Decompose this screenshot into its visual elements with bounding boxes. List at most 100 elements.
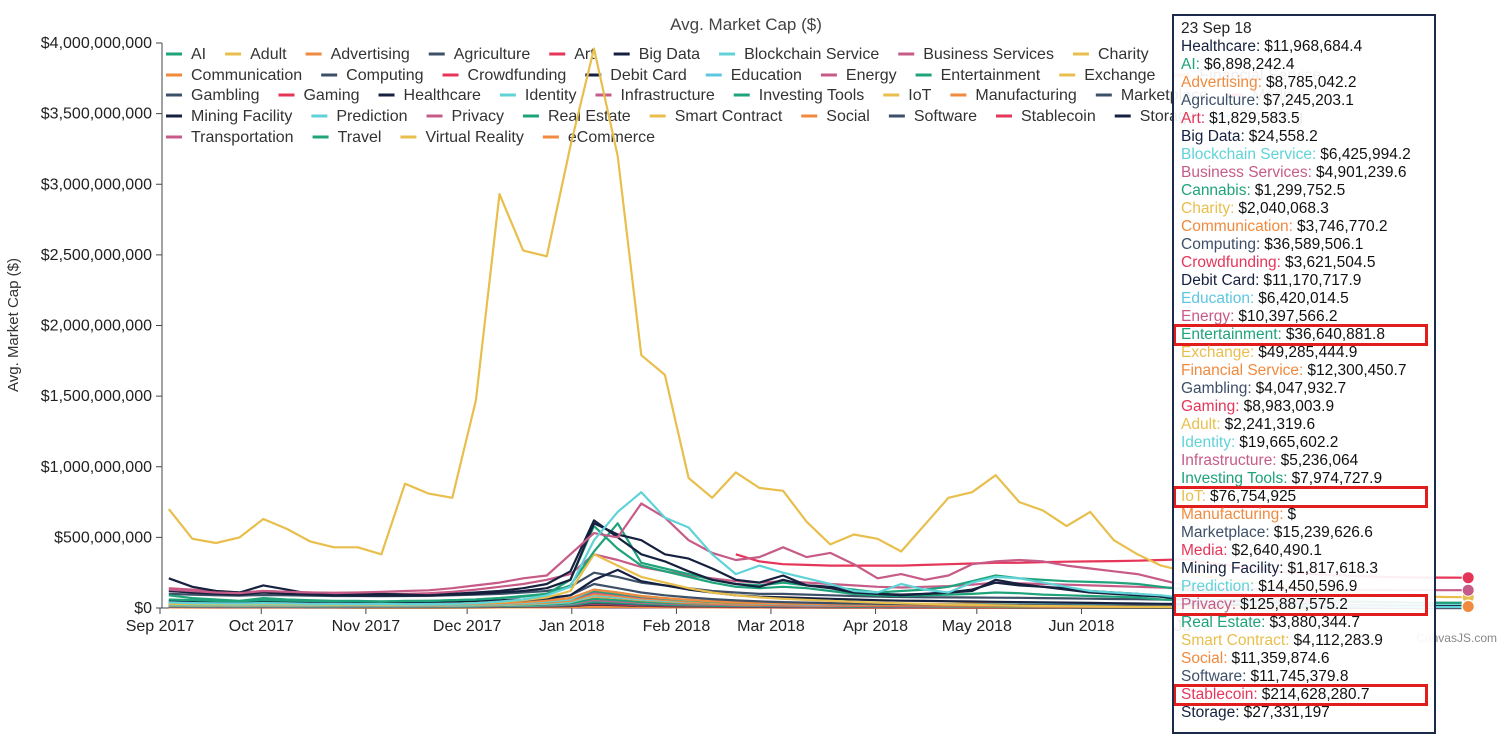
legend-item-business-services[interactable]: Business Services [898, 46, 1054, 63]
tooltip-row-marketplace: Marketplace: $15,239,626.6 [1181, 524, 1434, 542]
end-marker-stablecoin [1461, 571, 1475, 585]
legend-item-iot[interactable]: IoT [883, 87, 932, 104]
legend-item-entertainment[interactable]: Entertainment [915, 67, 1041, 84]
tooltip-series-name: Big Data: [1181, 128, 1245, 145]
tooltip-series-name: Entertainment: [1181, 326, 1282, 343]
legend-label: Education [731, 67, 802, 84]
tooltip-row-entertainment: Entertainment: $36,640,881.8 [1174, 324, 1428, 346]
tooltip-series-value: $2,640,490.1 [1231, 542, 1323, 559]
tooltip-series-name: Social: [1181, 650, 1228, 667]
tooltip-row-manufacturing: Manufacturing: $ [1181, 506, 1434, 524]
x-tick-label: Jun 2018 [1049, 618, 1115, 635]
legend-item-software[interactable]: Software [888, 108, 977, 125]
legend-item-investing-tools[interactable]: Investing Tools [733, 87, 865, 104]
legend-item-stablecoin[interactable]: Stablecoin [996, 108, 1096, 125]
tooltip-series-name: Real Estate: [1181, 614, 1266, 631]
tooltip-series-name: Marketplace: [1181, 524, 1270, 541]
legend-item-big-data[interactable]: Big Data [613, 46, 700, 63]
tooltip-series-value: $4,112,283.9 [1293, 632, 1383, 649]
legend-label: Manufacturing [975, 87, 1076, 104]
legend-label: Entertainment [941, 67, 1041, 84]
legend-item-art[interactable]: Art [549, 46, 595, 63]
tooltip-row-stablecoin: Stablecoin: $214,628,280.7 [1174, 684, 1428, 706]
legend-item-adult[interactable]: Adult [225, 46, 287, 63]
legend-item-gambling[interactable]: Gambling [166, 87, 259, 104]
legend-label: Infrastructure [620, 87, 714, 104]
tooltip-series-name: Computing: [1181, 236, 1261, 253]
tooltip-series-value: $12,300,450.7 [1307, 362, 1407, 379]
tooltip-series-name: Storage: [1181, 704, 1240, 721]
tooltip-series-value: $7,245,203.1 [1263, 92, 1354, 109]
legend-item-healthcare[interactable]: Healthcare [378, 87, 481, 104]
tooltip-series-name: Mining Facility: [1181, 560, 1284, 577]
x-tick-label: Sep 2017 [126, 618, 195, 635]
tooltip-date: 23 Sep 18 [1181, 20, 1252, 37]
legend-item-energy[interactable]: Energy [820, 67, 897, 84]
tooltip-series-value: $125,887,575.2 [1240, 596, 1348, 613]
tooltip-row-advertising: Advertising: $8,785,042.2 [1181, 74, 1434, 92]
tooltip-series-value: $27,331,197 [1243, 704, 1330, 721]
legend-item-ai[interactable]: AI [166, 46, 206, 63]
legend-item-computing[interactable]: Computing [321, 67, 424, 84]
tooltip-series-name: Exchange: [1181, 344, 1255, 361]
tooltip-series-value: $11,359,874.6 [1231, 650, 1330, 667]
tooltip-series-name: Manufacturing: [1181, 506, 1284, 523]
tooltip-series-name: Crowdfunding: [1181, 254, 1281, 271]
legend-item-education[interactable]: Education [705, 67, 802, 84]
legend-item-transportation[interactable]: Transportation [166, 129, 294, 146]
tooltip-series-value: $3,746,770.2 [1297, 218, 1388, 235]
x-tick-label: Dec 2017 [433, 618, 502, 635]
legend-item-advertising[interactable]: Advertising [305, 46, 410, 63]
x-axis: Sep 2017 Oct 2017 Nov 2017 Dec 2017 Jan 2018… [126, 607, 1475, 635]
tooltip-series-name: Cannabis: [1181, 182, 1251, 199]
legend-label: Virtual Reality [425, 129, 523, 146]
legend-item-exchange[interactable]: Exchange [1059, 67, 1156, 84]
tooltip-series-value: $4,047,932.7 [1255, 380, 1347, 397]
legend-label: Prediction [336, 108, 407, 125]
tooltip-series-name: Prediction: [1181, 578, 1255, 595]
legend-item-gaming[interactable]: Gaming [278, 87, 360, 104]
legend-item-virtual-reality[interactable]: Virtual Reality [400, 129, 524, 146]
tooltip-series-name: Financial Service: [1181, 362, 1304, 379]
tooltip-series-value: $49,285,444.9 [1258, 344, 1358, 361]
tooltip-row-agriculture: Agriculture: $7,245,203.1 [1181, 92, 1434, 110]
tooltip-series-value: $7,974,727.9 [1291, 470, 1383, 487]
tooltip-series-value: $5,236,064 [1280, 452, 1359, 469]
legend-item-social[interactable]: Social [801, 108, 870, 125]
legend-item-manufacturing[interactable]: Manufacturing [950, 87, 1077, 104]
legend-item-crowdfunding[interactable]: Crowdfunding [442, 67, 567, 84]
legend-item-privacy[interactable]: Privacy [426, 108, 504, 125]
tooltip-row-exchange: Exchange: $49,285,444.9 [1181, 344, 1434, 362]
legend-item-ecommerce[interactable]: eCommerce [542, 129, 655, 146]
x-tick-label: Feb 2018 [643, 618, 711, 635]
legend-item-prediction[interactable]: Prediction [311, 108, 408, 125]
tooltip-series-value: $6,425,994.2 [1320, 146, 1411, 163]
legend-item-infrastructure[interactable]: Infrastructure [595, 87, 715, 104]
tooltip-series-value: $76,754,925 [1209, 488, 1297, 505]
tooltip-series-value: $1,299,752.5 [1254, 182, 1346, 199]
legend-item-charity[interactable]: Charity [1072, 46, 1149, 63]
tooltip-row-iot: IoT: $76,754,925 [1174, 486, 1428, 508]
tooltip-row-adult: Adult: $2,241,319.6 [1181, 416, 1434, 434]
legend-item-agriculture[interactable]: Agriculture [428, 46, 531, 63]
y-tick-label: $3,500,000,000 [41, 106, 152, 123]
legend-item-travel[interactable]: Travel [312, 129, 382, 146]
tooltip-row-investing-tools: Investing Tools: $7,974,727.9 [1181, 470, 1434, 488]
x-tick-label: Jan 2018 [539, 618, 605, 635]
tooltip-row-identity: Identity: $19,665,602.2 [1181, 434, 1434, 452]
legend-label: Gambling [191, 87, 259, 104]
tooltip-series-name: Agriculture: [1181, 92, 1260, 109]
tooltip-series-name: Stablecoin: [1181, 686, 1258, 703]
tooltip-row-computing: Computing: $36,589,506.1 [1181, 236, 1434, 254]
legend-item-identity[interactable]: Identity [499, 87, 577, 104]
tooltip-series-name: Smart Contract: [1181, 632, 1290, 649]
legend-label: IoT [908, 87, 931, 104]
legend-item-blockchain-service[interactable]: Blockchain Service [719, 46, 879, 63]
tooltip-row-art: Art: $1,829,583.5 [1181, 110, 1434, 128]
y-tick-label: $1,000,000,000 [41, 459, 152, 476]
tooltip-series-value: $6,420,014.5 [1258, 290, 1349, 307]
legend-item-smart-contract[interactable]: Smart Contract [649, 108, 783, 125]
tooltip-series-name: Communication: [1181, 218, 1293, 235]
legend-item-communication[interactable]: Communication [166, 67, 302, 84]
legend-item-mining-facility[interactable]: Mining Facility [166, 108, 292, 125]
